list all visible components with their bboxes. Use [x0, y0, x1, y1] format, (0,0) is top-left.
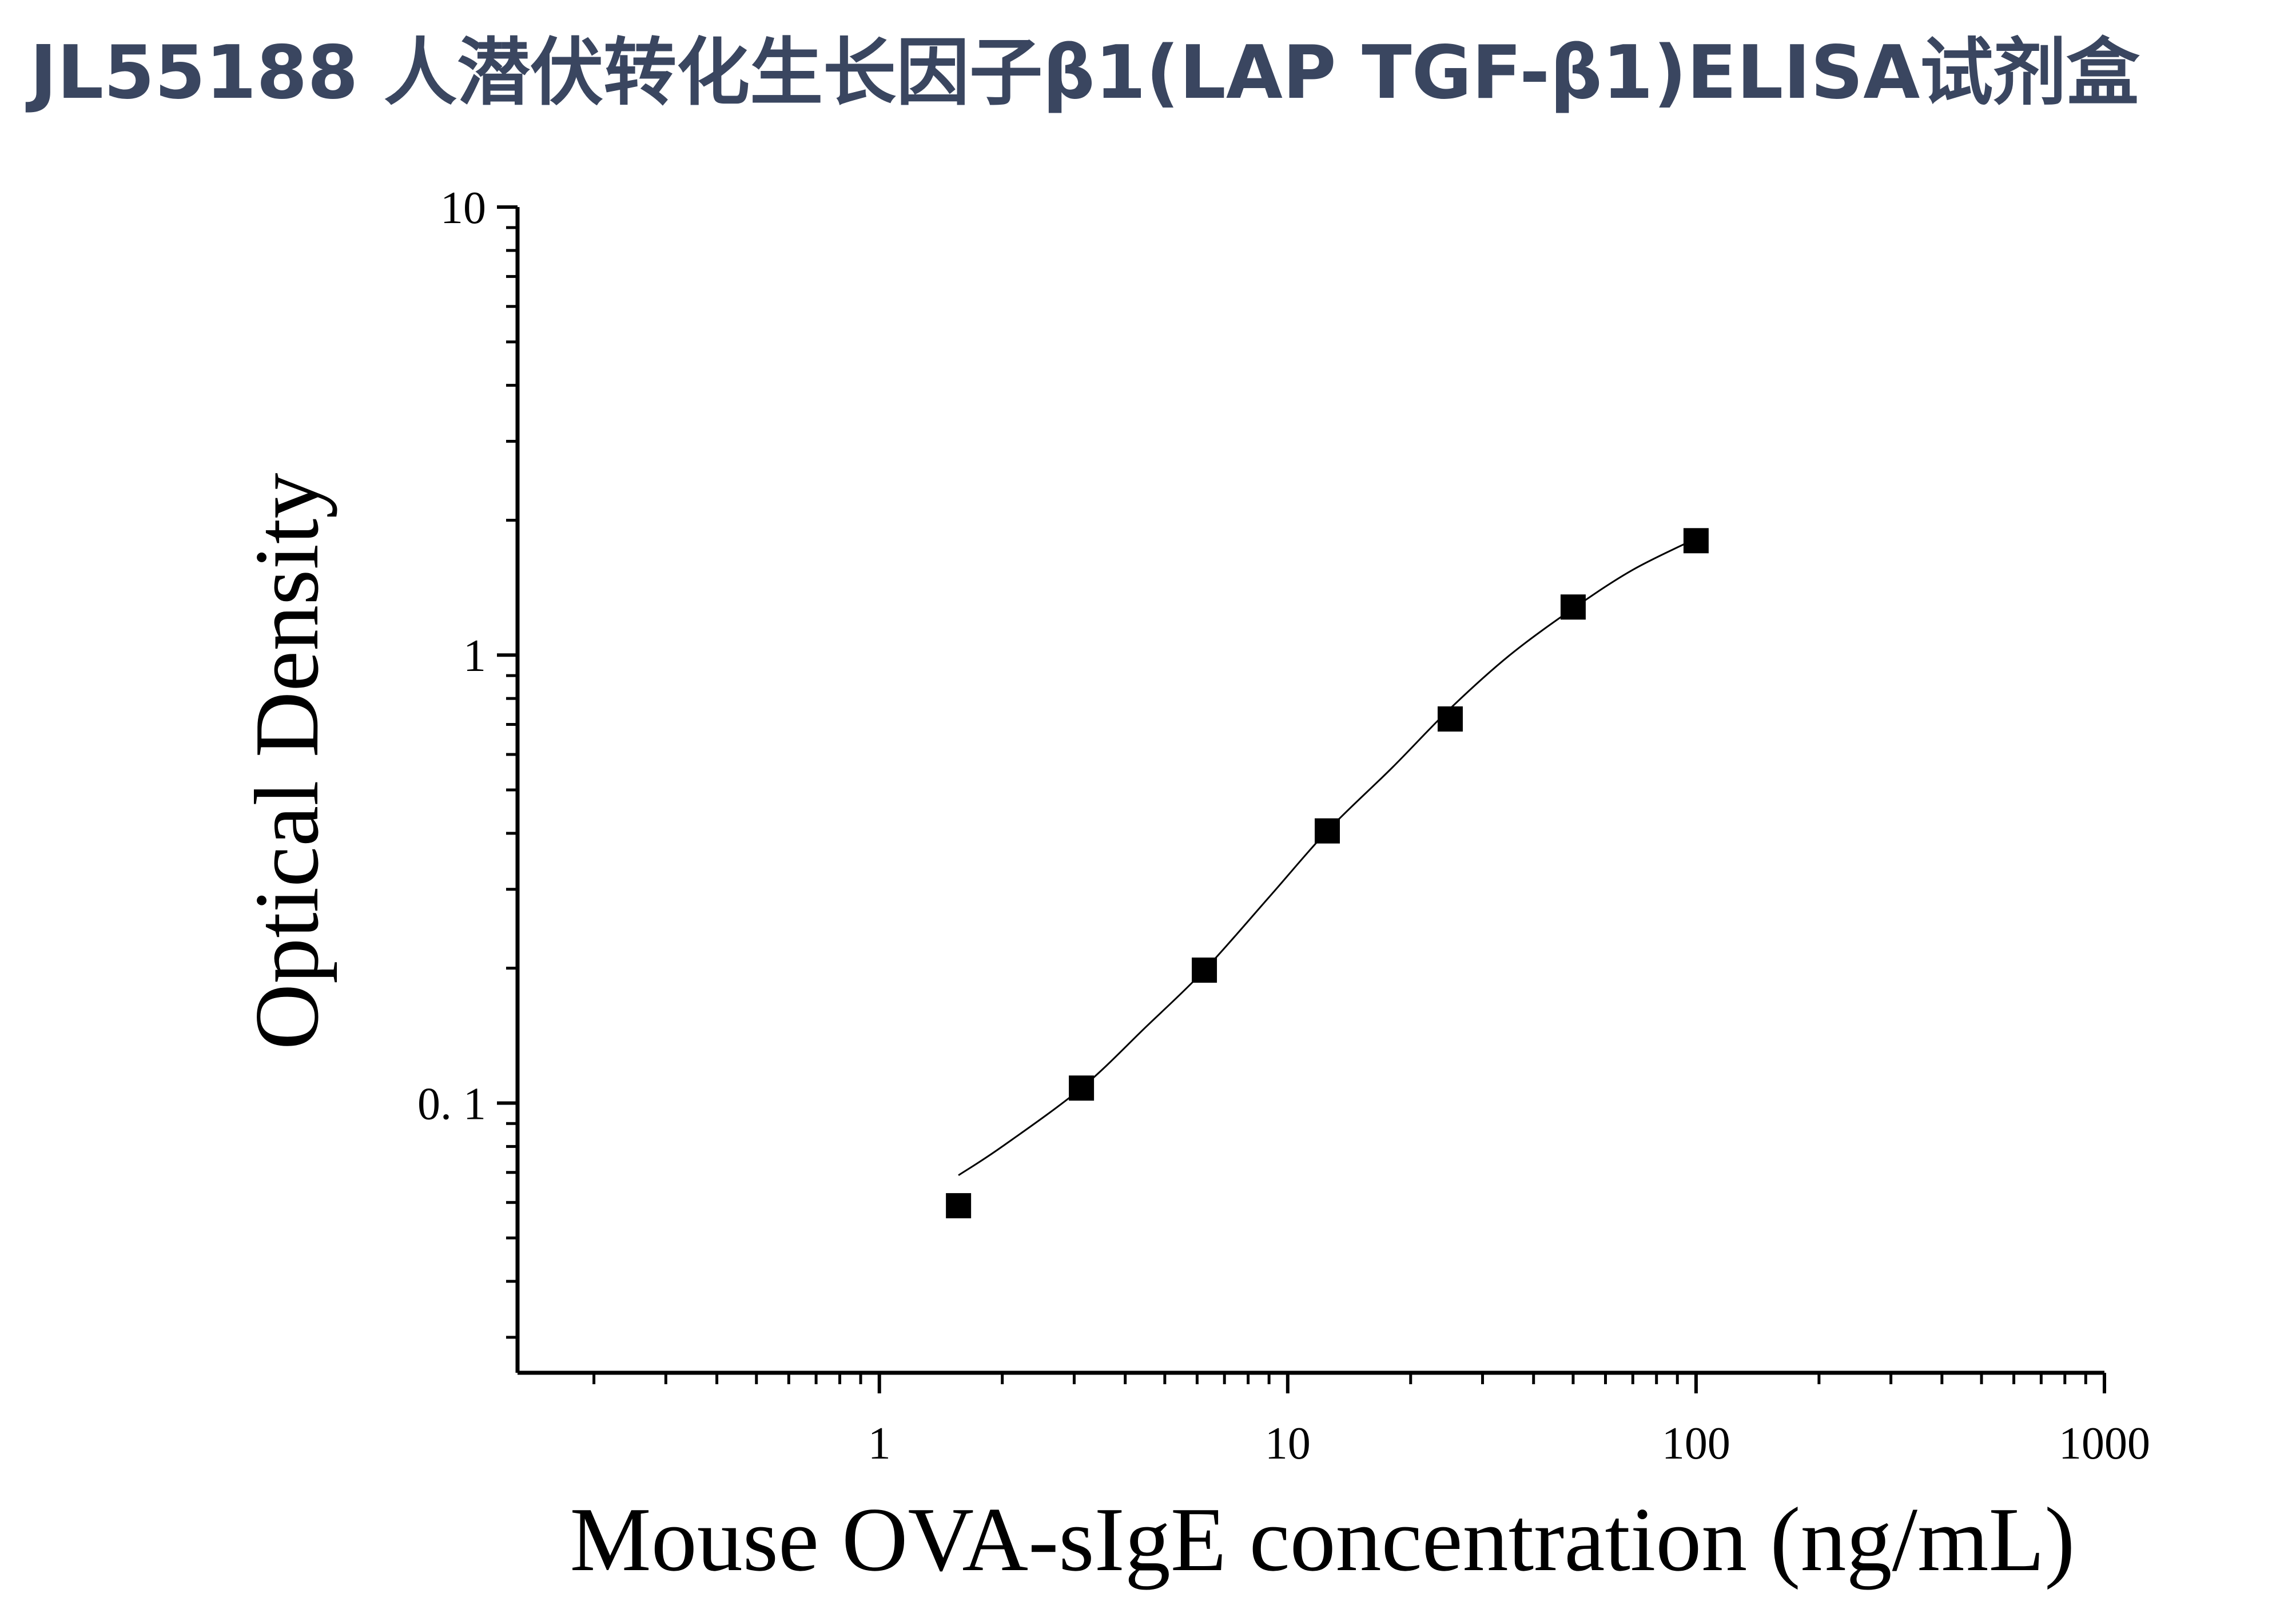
data-markers	[946, 528, 1709, 1218]
x-axis-label: Mouse OVA-sIgE concentration (ng/mL)	[570, 1488, 2075, 1590]
y-axis-label: Optical Density	[236, 473, 337, 1050]
major-ticks	[497, 205, 2106, 1393]
y-tick-label: 10	[440, 183, 486, 233]
x-tick-label: 1	[868, 1419, 891, 1469]
minor-ticks	[506, 226, 2087, 1384]
data-point	[1560, 594, 1586, 620]
tick-labels: 1 10 100 1000 0. 1 1 10	[417, 183, 2150, 1469]
data-point	[1683, 528, 1709, 554]
y-tick-label: 0. 1	[417, 1079, 486, 1129]
data-point	[946, 1193, 972, 1218]
data-point	[1315, 818, 1340, 844]
data-point	[1192, 958, 1217, 983]
x-tick-label: 10	[1265, 1419, 1311, 1469]
chart-axes	[515, 207, 2104, 1375]
page-title: JL55188 人潜伏转化生长因子β1(LAP TGF-β1)ELISA试剂盒	[30, 30, 2140, 116]
x-tick-label: 1000	[2059, 1419, 2150, 1469]
x-tick-label: 100	[1662, 1419, 1730, 1469]
data-point	[1069, 1075, 1095, 1101]
data-point	[1437, 706, 1463, 732]
y-tick-label: 1	[463, 631, 486, 681]
